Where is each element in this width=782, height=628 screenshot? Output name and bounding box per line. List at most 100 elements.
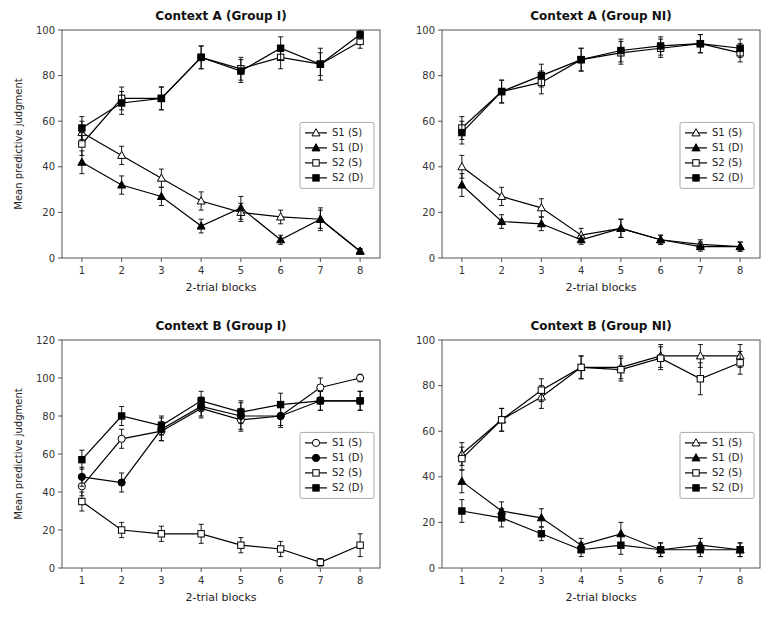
point <box>357 542 363 548</box>
point <box>578 364 584 370</box>
error-bar <box>738 543 743 557</box>
point <box>498 88 504 94</box>
legend-label: S1 (S) <box>332 437 362 448</box>
point <box>498 515 504 521</box>
error-bar <box>459 447 464 470</box>
y-tick-label: 0 <box>49 253 55 264</box>
point <box>198 531 204 537</box>
x-tick-label: 3 <box>158 265 164 276</box>
legend-box <box>680 122 754 188</box>
point <box>458 181 466 188</box>
point <box>578 56 584 62</box>
legend-label: S1 (D) <box>332 142 363 153</box>
point <box>538 387 544 393</box>
point <box>657 43 663 49</box>
y-tick <box>58 416 62 417</box>
point <box>317 61 323 67</box>
plot-area <box>62 340 380 568</box>
error-bar <box>119 407 124 426</box>
error-bar <box>658 543 663 557</box>
point <box>357 397 364 404</box>
y-tick <box>58 340 62 341</box>
plot-area <box>442 340 760 568</box>
series-line <box>462 44 740 133</box>
x-tick-label: 1 <box>459 575 465 586</box>
legend: S1 (S)S1 (D)S2 (S)S2 (D) <box>680 122 754 188</box>
error-bar <box>199 524 204 543</box>
plot-frame <box>62 30 380 258</box>
y-tick <box>438 431 442 432</box>
x-tick-label: 4 <box>198 575 204 586</box>
point <box>459 508 465 514</box>
x-tick <box>501 568 502 572</box>
legend-label: S1 (S) <box>332 127 362 138</box>
panel-title: Context A (Group NI) <box>530 9 671 23</box>
point <box>118 479 125 486</box>
y-tick <box>438 568 442 569</box>
legend-marker <box>313 485 319 491</box>
legend-marker <box>313 160 319 166</box>
point <box>498 416 506 423</box>
y-tick <box>438 30 442 31</box>
legend-label: S2 (D) <box>712 172 743 183</box>
error-bar <box>159 526 164 541</box>
error-bar <box>358 30 363 39</box>
point <box>118 435 125 442</box>
point <box>618 47 624 53</box>
legend-marker <box>313 470 319 476</box>
point <box>118 151 126 158</box>
point <box>697 376 703 382</box>
point <box>459 129 465 135</box>
error-bar <box>499 408 504 431</box>
error-bar <box>159 87 164 110</box>
point <box>118 100 124 106</box>
x-tick <box>121 258 122 262</box>
legend-marker <box>312 454 319 461</box>
series-line <box>82 401 360 483</box>
y-tick-label: 0 <box>49 563 55 574</box>
point <box>317 559 323 565</box>
y-tick-label: 100 <box>416 25 435 36</box>
x-tick-label: 7 <box>317 575 323 586</box>
point <box>118 527 124 533</box>
y-tick <box>58 166 62 167</box>
x-tick-label: 1 <box>79 265 85 276</box>
legend-marker <box>693 175 699 181</box>
x-tick-label: 6 <box>657 265 663 276</box>
x-tick-label: 4 <box>198 265 204 276</box>
point <box>79 141 85 147</box>
error-bar <box>738 351 743 374</box>
x-tick-label: 5 <box>618 575 624 586</box>
x-tick <box>700 258 701 262</box>
x-axis-label: 2-trial blocks <box>185 591 256 604</box>
x-tick-label: 3 <box>158 575 164 586</box>
error-bar <box>658 37 663 55</box>
x-axis-label: 2-trial blocks <box>185 281 256 294</box>
x-axis-label: 2-trial blocks <box>565 591 636 604</box>
point <box>197 222 205 229</box>
legend: S1 (S)S1 (D)S2 (S)S2 (D) <box>300 432 374 498</box>
x-tick <box>581 568 582 572</box>
legend: S1 (S)S1 (D)S2 (S)S2 (D) <box>680 432 754 498</box>
point <box>157 174 165 181</box>
y-tick-label: 60 <box>42 449 55 460</box>
point <box>238 409 244 415</box>
x-tick <box>620 568 621 572</box>
error-bar <box>618 358 623 381</box>
point <box>198 54 204 60</box>
y-tick-label: 40 <box>42 161 55 172</box>
point <box>316 215 324 222</box>
x-tick-label: 5 <box>238 265 244 276</box>
y-tick <box>438 121 442 122</box>
error-bar <box>658 543 663 557</box>
y-tick-label: 60 <box>422 116 435 127</box>
y-tick-label: 100 <box>36 373 55 384</box>
point <box>736 242 744 249</box>
panel-title: Context B (Group I) <box>155 319 286 333</box>
point <box>537 204 545 211</box>
y-tick-label: 20 <box>42 525 55 536</box>
panel-title: Context A (Group I) <box>155 9 286 23</box>
point <box>118 413 124 419</box>
x-tick-label: 7 <box>697 575 703 586</box>
x-tick <box>740 568 741 572</box>
